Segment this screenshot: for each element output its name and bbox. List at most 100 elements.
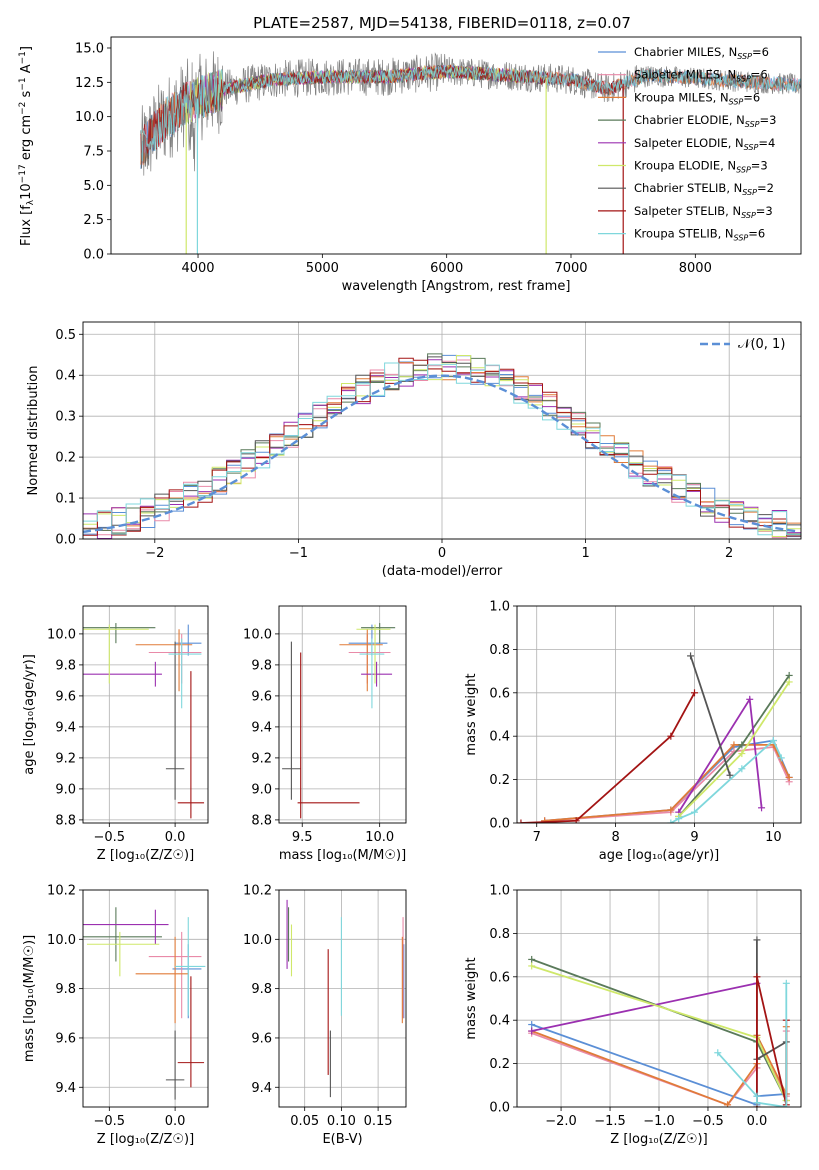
y-tick-label: 0.0 [83,248,104,263]
y-tick-label: 1.0 [489,884,510,899]
legend-label-kroupa_miles: Kroupa MILES, NSSP=6 [634,90,760,106]
y-axis-label-part: −1 [18,51,28,64]
errorbar-chabrier_elodie [361,623,396,644]
weight_vs_Z-plot [528,936,790,1107]
y-tick-label: 9.0 [55,782,76,797]
y-tick-label: 10.0 [243,627,272,642]
legend-label-sub: SSP [734,234,749,243]
x-tick-label: 0 [438,546,446,561]
y-axis-label-part: −1 [18,77,28,90]
weight-series-kroupa_miles [541,741,793,823]
y-axis-label-part: −17 [18,164,28,183]
y-tick-label: 1.0 [489,600,510,615]
x-tick-label: 6000 [430,261,463,276]
x-tick-label: 0.0 [165,1114,186,1129]
weight_vs_Z-axes: −2.0 −1.5 −1.0 −0.5 0.0 0.0 0.2 0.4 0.6 0.8 1.0 Z [… [464,884,802,1147]
y-axis-label: mass weight [464,957,479,1039]
y-tick-label: 9.8 [251,658,272,673]
x-tick-label: 2 [725,546,733,561]
axes-frame [82,605,209,824]
errorbar-chabrier_stelib [165,1030,185,1100]
errorbar-chabrier_stelib [282,641,301,800]
weight-series-kroupa_stelib [714,979,790,1107]
x-tick-label: −2.0 [545,1114,577,1129]
weight-series-salpeter_stelib [517,689,698,823]
y-tick-label: 0.2 [489,773,510,788]
weight-line [670,739,783,823]
y-axis-label: Normed distribution [26,366,41,496]
y-tick-label: 10.2 [243,884,272,899]
y-tick-label: 12.5 [75,76,104,91]
legend-label-text: Chabrier MILES, N [634,45,737,59]
y-tick-label: 0.6 [489,970,510,985]
y-tick-label: 8.8 [55,813,76,828]
y-tick-label: 9.6 [251,1031,272,1046]
legend-label-suffix: =2 [757,181,774,195]
y-tick-label: 10.0 [47,627,76,642]
y-tick-label: 0.5 [55,328,76,343]
x-axis-label: Z [log₁₀(Z/Z☉)] [97,848,194,863]
errorbar-chabrier_elodie [83,623,156,644]
mass_vs_ebv-axes: 0.05 0.10 0.15 9.4 9.6 9.8 10.0 10.2 E(B-V) [243,884,407,1147]
x-tick-label: 7 [533,830,541,845]
errorbar-chabrier_stelib [165,641,185,800]
residuals-plot [83,353,801,539]
y-axis-label-part: λ [26,199,36,205]
x-tick-label: 9 [690,830,698,845]
axes-frame [278,605,407,824]
errorbar-kroupa_elodie [83,624,149,684]
legend-label-text: Salpeter STELIB, N [634,204,741,218]
axes-frame [82,889,209,1108]
x-axis-label: mass [log₁₀(M/M☉)] [279,848,406,863]
x-tick-label: −0.5 [94,1114,126,1129]
x-tick-label: 9.5 [292,830,313,845]
histogram-kroupa_elodie [83,355,801,539]
x-tick-label: 10 [765,830,782,845]
y-tick-label: 0.0 [489,817,510,832]
y-tick-label: 9.8 [55,658,76,673]
x-axis-label: (data-model)/error [382,564,503,579]
errorbar-kroupa_miles [135,936,189,1024]
x-tick-label: 0.0 [165,830,186,845]
legend-label-suffix: =6 [743,90,760,104]
histogram-kroupa_stelib [83,362,801,539]
y-tick-label: 0.0 [55,533,76,548]
x-tick-label: 5000 [306,261,339,276]
age_vs_mass-axes: 9.5 10.0 8.8 9.0 9.2 9.4 9.6 9.8 10.0 mass [log₁₀… [243,605,407,863]
y-axis-label: mass [log₁₀(M/M☉)] [22,935,37,1062]
y-tick-label: 9.6 [55,1031,76,1046]
mass_vs_Z-axes: −0.5 0.0 9.4 9.6 9.8 10.0 10.2 Z [log₁₀(Z/Z☉)] m… [22,884,209,1147]
legend-label-suffix: =3 [760,113,777,127]
errorbar-salpeter_elodie [361,661,393,687]
legend-label-text: Chabrier STELIB, N [634,181,742,195]
weight-line [531,982,758,1032]
y-axis-label-part: ] [19,46,34,51]
mass_vs_ebv-plot [286,899,405,1098]
weight_vs_age-plot [517,652,793,823]
y-tick-label: 8.8 [251,813,272,828]
x-tick-label: 0.10 [327,1114,356,1129]
y-axis-label-part: erg cm [19,115,34,164]
legend-label-chabrier_miles: Chabrier MILES, NSSP=6 [634,45,769,61]
residuals-axes: −2 −1 0 1 2 0.0 0.1 0.2 0.3 0.4 0.5 (data-model)/er… [26,321,802,579]
legend-label-sub: SSP [729,97,744,106]
errorbar-kroupa_stelib [168,638,202,709]
legend-label-sub: SSP [745,120,760,129]
y-tick-label: 7.5 [83,144,104,159]
y-axis-label: age [log₁₀(age/yr)] [22,654,37,775]
legend-label-suffix: =4 [758,136,775,150]
axes-frame [516,605,802,824]
y-axis-label-part: −2 [18,102,28,115]
normal-curve [83,374,799,533]
legend-label-salpeter_miles: Salpeter MILES, NSSP=6 [634,68,768,84]
weight-series-chabrier_stelib [687,652,734,779]
x-axis-label: E(B-V) [322,1132,362,1147]
spectrum-axes: 4000 5000 6000 7000 8000 0.0 2.5 5.0 7.5 10.0 12.5… [18,14,802,294]
x-axis-label: Z [log₁₀(Z/Z☉)] [610,1132,707,1147]
errorbar-salpeter_stelib [297,652,360,819]
legend-label-chabrier_elodie: Chabrier ELODIE, NSSP=3 [634,113,776,129]
legend-label-sub: SSP [736,166,751,175]
legend-label-suffix: =6 [751,68,768,82]
y-tick-label: 0.1 [55,492,76,507]
